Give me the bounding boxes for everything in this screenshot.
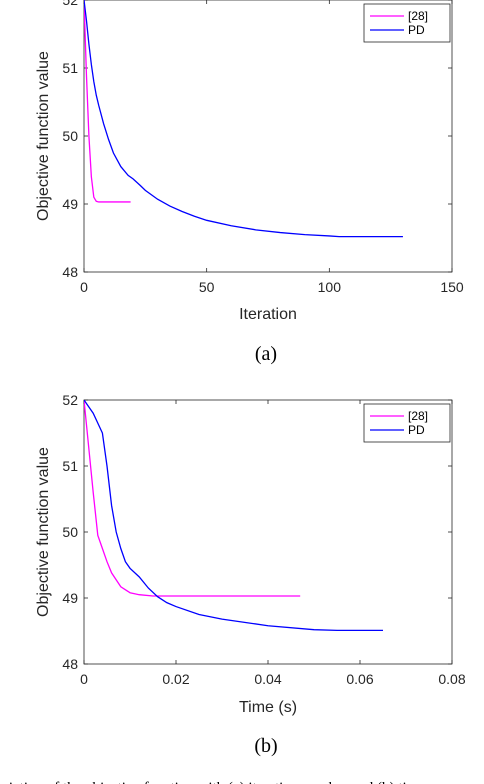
legend-label: PD bbox=[408, 423, 425, 437]
series-line-ref28 bbox=[84, 400, 301, 597]
subfigure-label: (a) bbox=[255, 343, 277, 365]
y-axis-label: Objective function value bbox=[35, 51, 52, 221]
y-tick-label: 48 bbox=[62, 656, 78, 672]
y-axis-label: Objective function value bbox=[35, 447, 52, 617]
x-tick-label: 0.08 bbox=[438, 671, 465, 687]
series-line-pd bbox=[84, 0, 403, 238]
x-tick-label: 0.04 bbox=[254, 671, 281, 687]
legend: [28]PD bbox=[363, 3, 451, 43]
y-tick-label: 49 bbox=[62, 196, 78, 212]
x-axis-label: Time (s) bbox=[239, 699, 297, 716]
figure-caption: Variation of the objective function with… bbox=[0, 780, 429, 784]
x-axis-label: Iteration bbox=[239, 306, 297, 323]
x-tick-label: 0 bbox=[80, 671, 88, 687]
x-tick-label: 0.06 bbox=[346, 671, 373, 687]
y-tick-label: 52 bbox=[62, 392, 78, 408]
x-tick-label: 0.02 bbox=[162, 671, 189, 687]
y-tick-label: 50 bbox=[62, 128, 78, 144]
legend-label: PD bbox=[408, 23, 425, 37]
y-tick-label: 52 bbox=[62, 0, 78, 8]
y-tick-label: 49 bbox=[62, 590, 78, 606]
chart-panel-a: 0 50 100 150 48 49 50 51 52 Iteration Objective fu… bbox=[35, 0, 464, 365]
x-tick-label: 0 bbox=[80, 279, 88, 295]
legend-box bbox=[363, 3, 451, 43]
x-tick-label: 100 bbox=[318, 279, 342, 295]
y-tick-label: 51 bbox=[62, 458, 78, 474]
plot-area bbox=[83, 399, 453, 665]
x-tick-label: 150 bbox=[440, 279, 464, 295]
legend: [28]PD bbox=[363, 403, 451, 443]
subfigure-label: (b) bbox=[254, 735, 277, 757]
series-line-pd bbox=[84, 400, 383, 631]
legend-box bbox=[363, 403, 451, 443]
y-tick-label: 51 bbox=[62, 60, 78, 76]
series-line-ref28 bbox=[84, 0, 131, 203]
chart-panel-b: 0 0.02 0.04 0.06 0.08 48 49 50 51 52 Time (s) Objec… bbox=[35, 392, 466, 757]
legend-label: [28] bbox=[408, 409, 428, 423]
y-tick-label: 48 bbox=[62, 264, 78, 280]
legend-label: [28] bbox=[408, 9, 428, 23]
plot-area bbox=[83, 0, 453, 273]
y-tick-label: 50 bbox=[62, 524, 78, 540]
x-tick-label: 50 bbox=[199, 279, 215, 295]
